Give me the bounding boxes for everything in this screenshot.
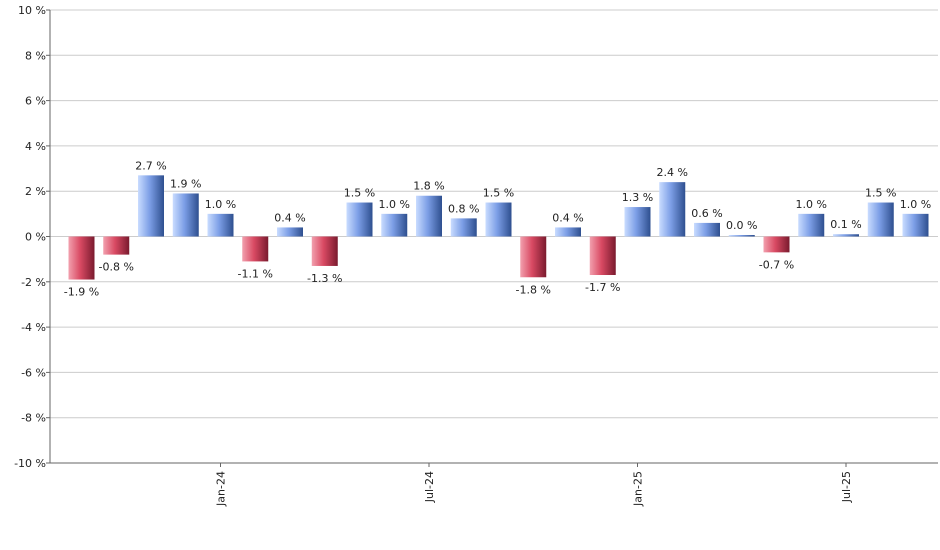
y-tick-label: -6 % — [21, 366, 46, 379]
bar — [416, 195, 442, 237]
data-label: 2.7 % — [135, 159, 166, 172]
data-label: -0.7 % — [759, 258, 794, 271]
bar — [555, 227, 581, 237]
x-tick-label: Jan-24 — [215, 471, 228, 507]
bar — [589, 236, 616, 276]
y-tick-label: 6 % — [25, 95, 46, 108]
data-label: 1.0 % — [205, 198, 236, 211]
data-label: 0.0 % — [726, 219, 757, 232]
data-label: -1.9 % — [64, 286, 99, 299]
data-label: 2.4 % — [657, 166, 688, 179]
y-tick-label: 4 % — [25, 140, 46, 153]
data-label: 0.6 % — [691, 207, 722, 220]
bar — [172, 193, 199, 237]
y-tick-label: 8 % — [25, 49, 46, 62]
bar — [694, 222, 720, 237]
bar — [659, 182, 686, 237]
bar — [763, 236, 790, 253]
y-tick-label: 10 % — [18, 4, 46, 17]
x-tick-label: Jul-25 — [840, 471, 853, 503]
data-label: -1.1 % — [238, 267, 273, 280]
bar — [138, 175, 164, 237]
bar — [381, 213, 408, 237]
data-label: 0.4 % — [274, 211, 305, 224]
bar — [798, 213, 825, 237]
y-tick-label: 2 % — [25, 185, 46, 198]
bar — [624, 207, 651, 237]
bar — [207, 213, 234, 237]
bar — [902, 213, 929, 237]
data-label: -1.7 % — [585, 281, 620, 294]
y-tick-labels: 10 % 8 % 6 % 4 % 2 % 0 % -2 % -4 % -6 % -8 % -10 % — [14, 4, 46, 470]
bar — [450, 218, 477, 237]
bars — [68, 175, 929, 280]
data-label: -0.8 % — [99, 261, 134, 274]
y-tick-label: -10 % — [14, 457, 46, 470]
x-tick-label: Jul-24 — [423, 471, 436, 503]
data-label: 0.8 % — [448, 202, 479, 215]
bar — [485, 202, 512, 237]
data-label: 1.0 % — [796, 198, 827, 211]
data-label: -1.3 % — [307, 272, 342, 285]
data-label: 1.0 % — [900, 198, 931, 211]
y-tick-label: -8 % — [21, 412, 46, 425]
x-tick-labels: Jan-24 Jul-24 Jan-25 Jul-25 — [215, 471, 854, 507]
bar — [346, 202, 373, 237]
data-label: 1.5 % — [344, 187, 375, 200]
data-label: 0.4 % — [552, 211, 583, 224]
bar — [833, 234, 859, 237]
bar — [277, 227, 303, 237]
data-labels: -1.9 %-0.8 % 2.7 % 1.9 % 1.0 % -1.1 % 0.4 % -1… — [64, 159, 931, 298]
bar — [311, 236, 338, 266]
bar — [867, 202, 894, 237]
data-label: 1.9 % — [170, 177, 201, 190]
axes — [46, 9, 938, 467]
data-label: 0.1 % — [830, 218, 861, 231]
data-label: -1.8 % — [516, 283, 551, 296]
data-label: 1.8 % — [413, 180, 444, 193]
bar — [68, 236, 95, 280]
data-label: 1.0 % — [379, 198, 410, 211]
x-tick-label: Jan-25 — [632, 471, 645, 507]
y-tick-label: -2 % — [21, 276, 46, 289]
bar — [520, 236, 547, 278]
data-label: 1.5 % — [483, 187, 514, 200]
bar — [103, 236, 130, 255]
bar — [728, 235, 755, 237]
y-tick-label: -4 % — [21, 321, 46, 334]
data-label: 1.3 % — [622, 191, 653, 204]
data-label: 1.5 % — [865, 187, 896, 200]
y-tick-label: 0 % — [25, 231, 46, 244]
bar — [242, 236, 269, 262]
